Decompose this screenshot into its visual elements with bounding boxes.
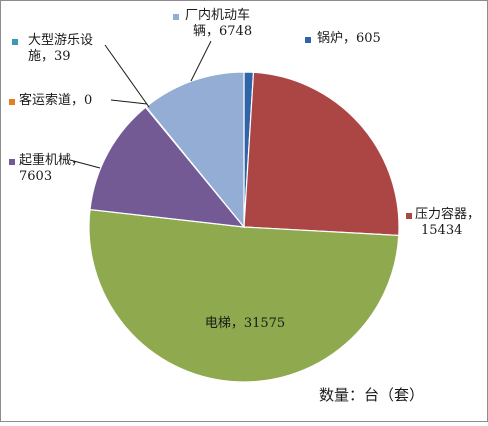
slice-3 [89, 106, 246, 228]
leader-line-6 [190, 40, 212, 82]
data-label-5-line-0: 大型游乐设 [28, 33, 93, 48]
legend-key-1 [406, 213, 412, 219]
data-label-3-line-1: 7603 [19, 169, 52, 184]
data-label-0-line-0: 锅炉，605 [317, 30, 381, 46]
data-label-6: 厂内机动车辆，6748 [185, 7, 252, 39]
legend-key-6 [173, 14, 179, 20]
legend-key-0 [305, 37, 311, 43]
data-label-1: 压力容器， 15434 [415, 206, 480, 238]
data-label-3-line-0: 起重机械， [19, 152, 84, 168]
data-label-1-line-0: 压力容器， [415, 206, 480, 222]
data-label-6-line-0: 厂内机动车 [185, 7, 250, 23]
data-label-1-line-1: 15434 [421, 223, 462, 238]
slice-1 [243, 71, 400, 237]
slice-2 [88, 208, 400, 383]
data-label-5: 大型游乐设施，39 [28, 33, 93, 64]
legend-key-3 [9, 159, 15, 165]
data-label-2-line-0: 电梯，31575 [205, 316, 285, 331]
data-label-4-line-0: 客运索道，0 [19, 92, 92, 108]
data-label-4: 客运索道，0 [19, 92, 92, 108]
data-label-6-line-1: 辆，6748 [193, 24, 252, 39]
leader-line-4 [110, 99, 148, 105]
data-label-2: 电梯，31575 [205, 316, 285, 331]
slice-6 [145, 71, 245, 229]
leader-line-3 [69, 159, 101, 169]
legend-key-4 [9, 99, 15, 105]
data-label-5-line-1: 施，39 [28, 49, 71, 64]
leader-line-5 [104, 44, 150, 108]
data-label-0: 锅炉，605 [317, 30, 381, 46]
data-label-3: 起重机械， 7603 [19, 152, 84, 184]
unit-note: 数量：台（套） [319, 386, 424, 404]
legend-key-5 [12, 39, 18, 45]
